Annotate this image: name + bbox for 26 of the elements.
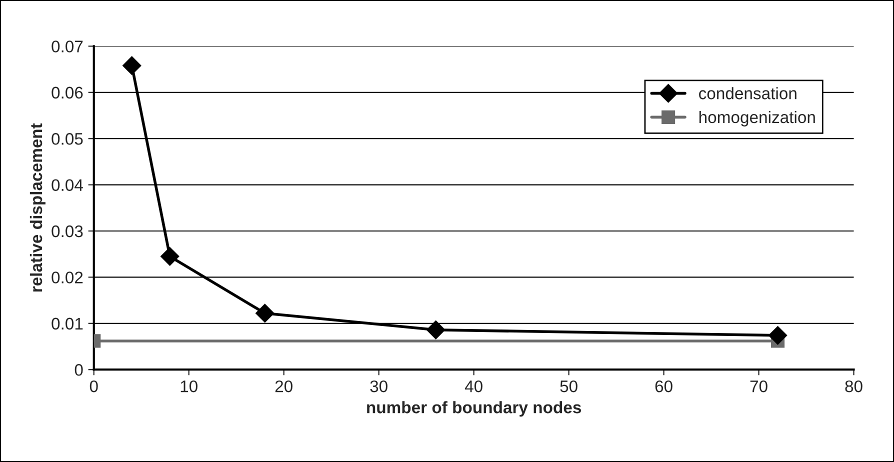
x-tick-label: 30 (370, 380, 388, 392)
x-tick-label: 80 (845, 380, 862, 392)
x-tick-label: 10 (180, 380, 198, 392)
x-tick-label: 70 (750, 380, 768, 392)
x-tick-label: 40 (464, 380, 482, 392)
y-tick-label: 0.05 (52, 133, 83, 145)
point (122, 56, 142, 75)
x-tick-label: 20 (275, 380, 292, 392)
point (768, 326, 788, 345)
point (426, 320, 446, 340)
y-tick-label: 0.06 (52, 86, 83, 99)
x-tick-label: 50 (560, 380, 578, 392)
y-tick-label: 0.02 (52, 272, 83, 284)
x-axis-title: number of boundary nodes (367, 401, 582, 417)
y-tick-label: 0.04 (52, 179, 83, 192)
y-tick-label: 0.01 (52, 318, 83, 330)
point (255, 304, 274, 323)
x-tick-label: 0 (90, 380, 98, 392)
legend-label: homogenization (699, 110, 815, 126)
x-tick-label: 60 (655, 380, 672, 392)
y-tick-label: 0 (74, 364, 83, 376)
y-axis-title: relative displacement (30, 123, 46, 292)
y-tick-label: 0.03 (52, 225, 83, 238)
legend-label: condensation (699, 87, 796, 100)
y-tick-label: 0.07 (52, 40, 83, 52)
point (160, 247, 180, 266)
